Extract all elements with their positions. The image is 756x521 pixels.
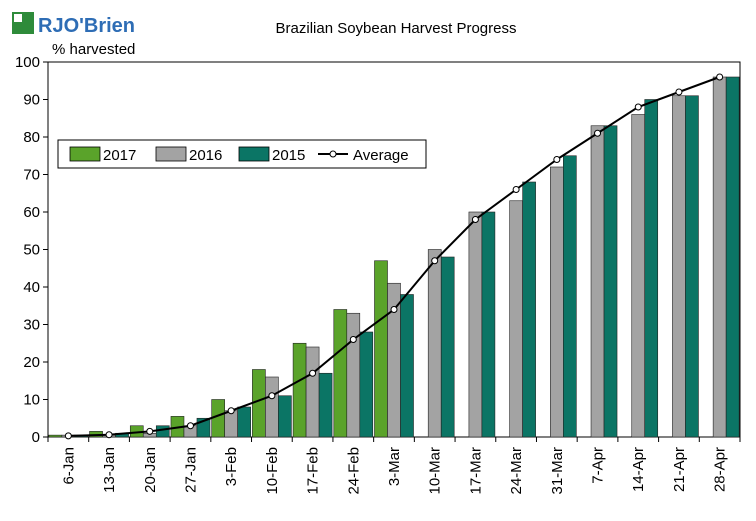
bar-2016-7-Apr [590,125,605,438]
x-tick-label: 7-Apr [590,447,607,484]
bar-2015-24-Feb [359,331,374,438]
bar-2016-10-Feb [265,376,279,438]
average-point-24-Mar [512,186,520,193]
average-point-27-Jan [186,422,194,430]
x-tick-label: 28-Apr [712,447,729,492]
bar-2016-31-Mar [550,166,564,438]
x-tick-label: 17-Mar [467,447,484,495]
bar-2015-3-Mar [400,294,414,438]
bar-2015-14-Apr [644,99,659,438]
bar-2015-21-Apr [685,95,699,438]
x-tick-label: 14-Apr [630,447,647,492]
legend-label-2017: 2017 [103,147,136,164]
bar-2015-28-Apr [725,76,740,438]
average-point-10-Mar [431,257,439,265]
average-point-10-Feb [268,392,276,400]
axes-layer: 0 10 20 30 40 50 60 70 80 90 100 6-Jan 13-Jan 20-Jan 2… [15,54,741,495]
bar-2015-10-Mar [440,256,455,438]
y-tick-label: 10 [23,392,40,409]
bar-2015-31-Mar [563,155,577,438]
bar-2015-3-Feb [237,406,251,438]
x-tick-label: 24-Feb [345,447,362,495]
average-line-layer [64,73,724,440]
average-point-20-Jan [146,427,154,435]
bar-2017-3-Mar [374,260,388,438]
x-tick-label: 24-Mar [508,447,525,495]
y-tick-label: 0 [32,429,40,446]
y-axis-label: % harvested [52,41,135,58]
y-tick-label: 40 [23,279,40,296]
y-tick-label: 90 [23,92,40,109]
average-point-14-Apr [634,103,642,111]
average-point-13-Jan [105,431,113,439]
bar-2016-14-Apr [631,114,646,438]
x-tick-label: 3-Feb [223,447,240,486]
x-tick-label: 31-Mar [549,447,566,495]
bar-2015-17-Mar [481,211,496,438]
bar-2016-3-Feb [224,410,238,438]
legend-swatch-2016 [155,146,187,162]
average-point-7-Apr [594,129,602,137]
bar-2016-21-Apr [672,95,686,438]
x-tick-label: 6-Jan [60,447,77,485]
chart-title: Brazilian Soybean Harvest Progress [276,20,517,37]
bar-2015-7-Apr [603,125,618,438]
average-point-31-Mar [553,156,561,163]
average-point-3-Feb [227,407,235,415]
bars-layer [48,76,740,438]
x-tick-label: 21-Apr [671,447,688,492]
bar-2016-17-Feb [305,346,320,438]
average-point-21-Apr [675,88,683,96]
bar-2017-6-Jan [48,434,63,438]
average-point-17-Mar [471,216,479,223]
bar-2015-20-Jan [155,425,170,438]
legend-label-2015: 2015 [272,147,305,164]
bar-2015-24-Mar [522,181,536,438]
average-point-3-Mar [390,306,398,313]
bar-2017-17-Feb [292,342,307,438]
legend-swatch-2015 [238,146,270,162]
y-tick-label: 100 [15,54,40,71]
average-point-6-Jan [64,432,72,440]
x-tick-label: 20-Jan [142,447,159,493]
x-tick-label: 3-Mar [386,447,403,486]
legend-swatch-2017 [69,146,101,162]
logo: RJO'Brien [12,12,135,37]
y-tick-label: 20 [23,354,40,371]
x-tick-label: 17-Feb [305,447,322,495]
y-tick-label: 50 [23,242,40,259]
legend-label-2016: 2016 [189,147,222,164]
bar-2015-17-Feb [318,372,333,438]
bar-2016-17-Mar [468,211,483,438]
y-tick-label: 80 [23,129,40,146]
y-tick-label: 60 [23,204,40,221]
x-tick-label: 10-Mar [427,447,444,495]
average-point-24-Feb [349,336,357,343]
bar-2016-24-Feb [346,312,361,438]
x-tick-label: 27-Jan [182,447,199,493]
bar-2016-24-Mar [509,200,523,438]
x-tick-label: 13-Jan [101,447,118,493]
bar-2017-24-Feb [333,309,348,438]
bar-2015-10-Feb [278,395,292,438]
logo-mark-inner [14,14,22,22]
average-point-17-Feb [309,369,317,377]
average-point-28-Apr [716,73,724,81]
bar-2016-28-Apr [712,76,727,438]
legend: 2017 2016 2015 Average [57,139,427,169]
bar-2016-10-Mar [427,249,442,438]
logo-text: RJO'Brien [38,15,135,37]
y-tick-label: 70 [23,167,40,184]
x-tick-label: 10-Feb [264,447,281,495]
y-tick-label: 30 [23,317,40,334]
legend-swatch-average-marker [329,150,337,158]
legend-label-average: Average [353,147,409,164]
